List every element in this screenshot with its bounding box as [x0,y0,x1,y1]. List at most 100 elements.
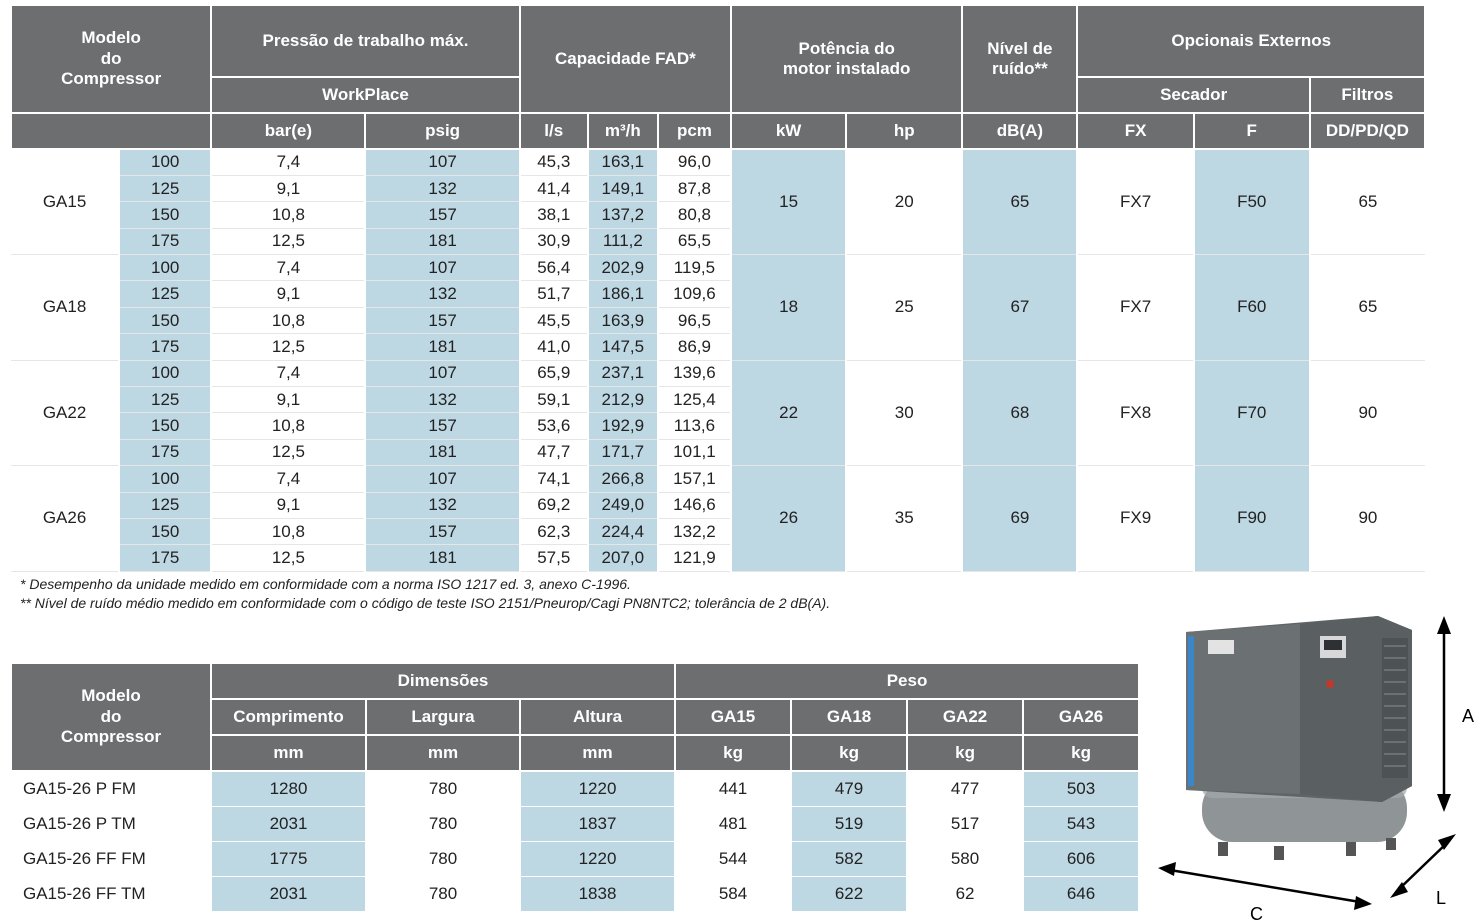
pcm-cell: 101,1 [657,439,731,467]
header-fx: FX [1076,112,1195,150]
ls-cell: 53,6 [519,412,588,440]
m3h-cell: 207,0 [586,544,659,572]
weight-ga15-cell: 441 [675,771,792,807]
header-pcm: pcm [656,112,733,150]
table-row: 125 9,1 132 51,7 186,1 109,6 [11,280,1425,308]
m3h-cell: 149,1 [586,175,659,203]
table-row: 125 9,1 132 69,2 249,0 146,6 [11,492,1425,519]
weight-ga15-cell: 544 [675,841,792,877]
variant-cell: 150 [118,412,213,440]
model-cell: GA15-26 FF TM [11,876,211,912]
filter-cell: 90 [1309,465,1425,572]
header-ddpdqd: DD/PD/QD [1308,112,1427,150]
header-noise: Nível de ruído** [961,4,1079,114]
table-row: GA26 100 7,4 107 74,1 266,8 157,1 26 35 69 FX9 F90 9… [11,465,1425,572]
footnotes: * Desempenho da unidade medido em confor… [20,575,830,613]
table-row: 125 9,1 132 59,1 212,9 125,4 [11,386,1425,414]
psig-cell: 107 [364,149,521,176]
header-model-2-text: Modelo do Compressor [60,686,162,747]
m3h-cell: 224,4 [586,518,659,546]
header-noise-text: Nível de ruído** [987,38,1053,78]
bar-cell: 9,1 [211,386,366,414]
psig-cell: 181 [364,333,521,361]
variant-cell: 125 [118,492,213,519]
bar-cell: 9,1 [211,280,366,308]
table-row: 175 12,5 181 57,5 207,0 121,9 [11,544,1425,572]
f-cell: F70 [1192,360,1311,467]
dimensions-table: Modelo do Compressor Dimensões Peso Comp… [10,662,1141,912]
m3h-cell: 147,5 [586,333,659,361]
dimension-label-a: A [1462,706,1474,726]
bar-cell: 12,5 [211,228,366,256]
bar-cell: 7,4 [211,149,366,176]
weight-ga18-cell: 479 [790,771,909,807]
bar-cell: 10,8 [211,201,366,229]
psig-cell: 181 [364,439,521,467]
header-model-text: Modelo do Compressor [61,28,162,89]
table-row: GA15-26 P TM 2031 780 1837 481 519 517 543 [11,806,1141,842]
emergency-stop [1326,680,1334,688]
length-cell: 2031 [210,876,367,912]
hp-cell: 20 [846,149,963,256]
table-row: GA15-26 FF TM 2031 780 1838 584 622 62 646 [11,876,1141,912]
table-row: 175 12,5 181 30,9 111,2 65,5 [11,228,1425,256]
kw-cell: 18 [729,254,848,361]
psig-cell: 132 [364,492,521,519]
header-ga22: GA22 [906,698,1025,736]
psig-cell: 132 [364,386,521,414]
weight-ga22-cell: 580 [907,841,1024,877]
weight-ga26-cell: 606 [1022,841,1141,877]
ls-cell: 45,3 [519,149,588,176]
model-cell: GA18 [11,254,121,361]
compressor-cabinet [1186,616,1412,802]
weight-ga22-cell: 517 [907,806,1024,842]
pcm-cell: 86,9 [657,333,731,361]
pcm-cell: 132,2 [657,518,731,546]
compressor-image: A C L [1158,616,1474,924]
pcm-cell: 65,5 [657,228,731,256]
header-power-text: Potência do motor instalado [782,38,911,78]
height-cell: 1838 [518,876,677,912]
variant-cell: 100 [118,149,213,176]
width-cell: 780 [366,771,520,807]
ls-cell: 59,1 [519,386,588,414]
ls-cell: 41,4 [519,175,588,203]
pcm-cell: 80,8 [657,201,731,229]
variant-cell: 100 [118,360,213,388]
ls-cell: 47,7 [519,439,588,467]
pcm-cell: 87,8 [657,175,731,203]
m3h-cell: 111,2 [586,228,659,256]
pcm-cell: 119,5 [657,254,731,282]
m3h-cell: 186,1 [586,280,659,308]
table-row: GA15 100 7,4 107 45,3 163,1 96,0 15 20 65 FX7 F50 65 [11,149,1425,256]
variant-cell: 150 [118,518,213,546]
unit-mm-length: mm [210,734,367,772]
m3h-cell: 163,1 [586,149,659,176]
width-cell: 780 [366,841,520,877]
weight-ga18-cell: 622 [790,876,909,912]
header-workplace: WorkPlace [210,76,521,114]
variant-cell: 175 [118,333,213,361]
length-cell: 2031 [210,806,367,842]
psig-cell: 107 [364,465,521,493]
weight-ga26-cell: 543 [1022,806,1141,842]
ls-cell: 38,1 [519,201,588,229]
f-cell: F60 [1192,254,1311,361]
header-width: Largura [365,698,521,736]
bar-cell: 12,5 [211,333,366,361]
pcm-cell: 96,0 [657,149,731,176]
dimension-label-l: L [1436,888,1446,908]
unit-mm-height: mm [518,734,677,772]
footnote-1: * Desempenho da unidade medido em confor… [20,576,631,592]
header-ga26: GA26 [1022,698,1141,736]
fx-cell: FX7 [1077,149,1194,256]
variant-cell: 100 [118,465,213,493]
header-length: Comprimento [210,698,367,736]
model-cell: GA15-26 P FM [11,771,211,807]
header-m3h: m³/h [586,112,659,150]
performance-table: Modelo do Compressor Pressão de trabalho… [9,4,1427,572]
model-cell: GA15-26 P TM [11,806,211,842]
dimension-arrows [1158,616,1456,910]
psig-cell: 157 [364,307,521,335]
header-ls: l/s [518,112,589,150]
